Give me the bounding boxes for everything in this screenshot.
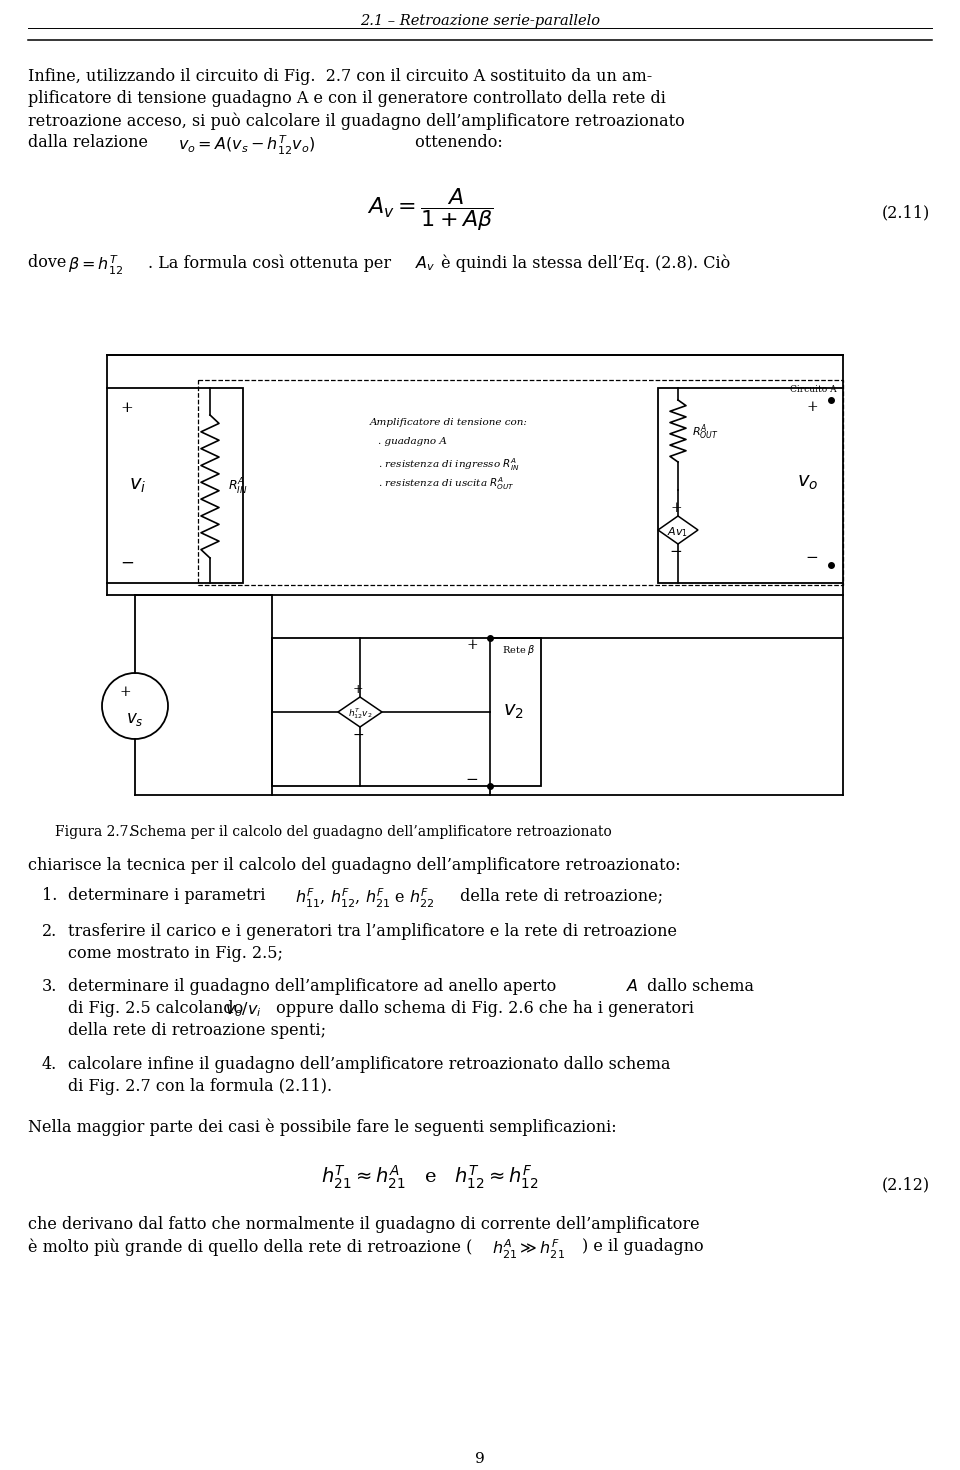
Text: (2.11): (2.11)	[881, 204, 930, 220]
Text: dalla relazione: dalla relazione	[28, 134, 154, 151]
Text: −: −	[670, 545, 683, 559]
Text: −: −	[352, 728, 364, 742]
Text: è molto più grande di quello della rete di retroazione (: è molto più grande di quello della rete …	[28, 1238, 472, 1255]
Text: Figura 2.7.: Figura 2.7.	[55, 825, 132, 839]
Text: 3.: 3.	[42, 978, 58, 995]
Text: Schema per il calcolo del guadagno dell’amplificatore retroazionato: Schema per il calcolo del guadagno dell’…	[130, 825, 612, 839]
Text: ottenendo:: ottenendo:	[410, 134, 503, 151]
Text: . resistenza di ingresso $R^A_{IN}$: . resistenza di ingresso $R^A_{IN}$	[378, 456, 519, 473]
Text: −: −	[805, 551, 818, 564]
Text: calcolare infine il guadagno dell’amplificatore retroazionato dallo schema: calcolare infine il guadagno dell’amplif…	[68, 1055, 670, 1073]
Text: determinare i parametri: determinare i parametri	[68, 886, 271, 904]
Text: Amplificatore di tensione con:: Amplificatore di tensione con:	[370, 417, 528, 426]
Text: $v_o$: $v_o$	[798, 473, 819, 492]
Text: $v_o/v_i$: $v_o/v_i$	[225, 1000, 262, 1019]
Text: $A$: $A$	[626, 978, 638, 995]
Text: $h^F_{11}$, $h^F_{12}$, $h^F_{21}$ e $h^F_{22}$: $h^F_{11}$, $h^F_{12}$, $h^F_{21}$ e $h^…	[295, 886, 435, 910]
Text: Rete $\beta$: Rete $\beta$	[502, 642, 536, 657]
Text: di Fig. 2.5 calcolando: di Fig. 2.5 calcolando	[68, 1000, 249, 1017]
Text: 4.: 4.	[42, 1055, 58, 1073]
Text: di Fig. 2.7 con la formula (2.11).: di Fig. 2.7 con la formula (2.11).	[68, 1078, 332, 1095]
Text: $v_2$: $v_2$	[503, 703, 523, 722]
Text: $A_v = \dfrac{A}{1 + A\beta}$: $A_v = \dfrac{A}{1 + A\beta}$	[367, 187, 493, 232]
Text: +: +	[467, 638, 478, 653]
Text: è quindi la stessa dell’Eq. (2.8). Ciò: è quindi la stessa dell’Eq. (2.8). Ciò	[436, 254, 731, 272]
Text: $R^A_{IN}$: $R^A_{IN}$	[228, 476, 248, 497]
Text: $h^T_{12}v_2$: $h^T_{12}v_2$	[348, 707, 372, 722]
Text: +: +	[119, 685, 131, 700]
Text: ) e il guadagno: ) e il guadagno	[582, 1238, 704, 1255]
Text: determinare il guadagno dell’amplificatore ad anello aperto: determinare il guadagno dell’amplificato…	[68, 978, 562, 995]
Text: +: +	[670, 501, 682, 514]
Text: +: +	[121, 401, 133, 415]
Text: della rete di retroazione;: della rete di retroazione;	[455, 886, 663, 904]
Text: −: −	[120, 554, 134, 572]
Text: 9: 9	[475, 1452, 485, 1466]
Text: 2.1 – Retroazione serie-parallelo: 2.1 – Retroazione serie-parallelo	[360, 15, 600, 28]
Text: Circuito A: Circuito A	[790, 385, 837, 394]
Text: . La formula così ottenuta per: . La formula così ottenuta per	[148, 254, 396, 272]
Text: $A_v$: $A_v$	[415, 254, 436, 273]
Text: chiarisce la tecnica per il calcolo del guadagno dell’amplificatore retroazionat: chiarisce la tecnica per il calcolo del …	[28, 857, 681, 875]
Text: trasferire il carico e i generatori tra l’amplificatore e la rete di retroazione: trasferire il carico e i generatori tra …	[68, 923, 677, 939]
Text: 1.: 1.	[42, 886, 58, 904]
Text: +: +	[806, 400, 818, 415]
Text: $\beta = h^T_{12}$: $\beta = h^T_{12}$	[68, 254, 123, 278]
Text: +: +	[352, 682, 363, 695]
Text: retroazione acceso, si può calcolare il guadagno dell’amplificatore retroazionat: retroazione acceso, si può calcolare il …	[28, 112, 684, 129]
Text: . resistenza di uscita $R^A_{OUT}$: . resistenza di uscita $R^A_{OUT}$	[378, 475, 515, 492]
Text: $R^A_{OUT}$: $R^A_{OUT}$	[692, 422, 719, 442]
Text: dove: dove	[28, 254, 71, 270]
Text: $v_s$: $v_s$	[126, 711, 144, 728]
Text: $h^A_{21} \gg h^F_{21}$: $h^A_{21} \gg h^F_{21}$	[492, 1238, 565, 1261]
Text: che derivano dal fatto che normalmente il guadagno di corrente dell’amplificator: che derivano dal fatto che normalmente i…	[28, 1216, 700, 1233]
Text: Infine, utilizzando il circuito di Fig.  2.7 con il circuito A sostituito da un : Infine, utilizzando il circuito di Fig. …	[28, 68, 652, 85]
Text: Nella maggior parte dei casi è possibile fare le seguenti semplificazioni:: Nella maggior parte dei casi è possibile…	[28, 1119, 616, 1135]
Text: $v_o = A(v_s - h^T_{12}v_o)$: $v_o = A(v_s - h^T_{12}v_o)$	[178, 134, 316, 157]
Text: dallo schema: dallo schema	[642, 978, 754, 995]
Text: $Av_1$: $Av_1$	[667, 525, 688, 539]
Text: (2.12): (2.12)	[882, 1176, 930, 1194]
Text: della rete di retroazione spenti;: della rete di retroazione spenti;	[68, 1022, 326, 1039]
Text: 2.: 2.	[42, 923, 58, 939]
Text: oppure dallo schema di Fig. 2.6 che ha i generatori: oppure dallo schema di Fig. 2.6 che ha i…	[271, 1000, 694, 1017]
Text: come mostrato in Fig. 2.5;: come mostrato in Fig. 2.5;	[68, 945, 283, 961]
Text: −: −	[466, 773, 478, 786]
Text: . guadagno A: . guadagno A	[378, 437, 446, 445]
Text: plificatore di tensione guadagno A e con il generatore controllato della rete di: plificatore di tensione guadagno A e con…	[28, 90, 666, 107]
Text: $v_i$: $v_i$	[130, 476, 147, 495]
Text: $h^T_{21} \approx h^A_{21}$   e   $h^T_{12} \approx h^F_{12}$: $h^T_{21} \approx h^A_{21}$ e $h^T_{12} …	[322, 1164, 539, 1191]
